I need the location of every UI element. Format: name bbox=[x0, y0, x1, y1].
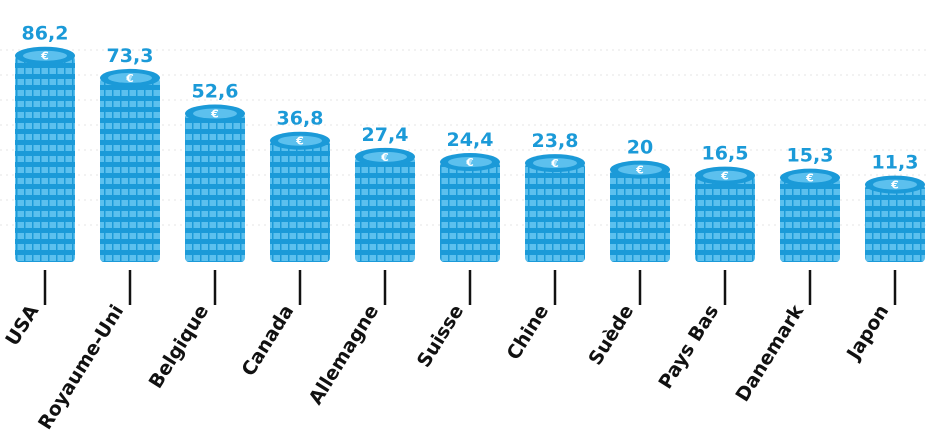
euro-sign: € bbox=[40, 50, 49, 63]
euro-sign: € bbox=[380, 151, 389, 164]
euro-sign: € bbox=[805, 172, 814, 185]
stack-body bbox=[15, 56, 75, 262]
x-tick-label: USA bbox=[1, 301, 43, 350]
stack-body bbox=[270, 141, 330, 262]
value-label: 24,4 bbox=[447, 129, 494, 151]
stack-body bbox=[610, 170, 670, 262]
euro-sign: € bbox=[125, 72, 134, 85]
euro-sign: € bbox=[890, 179, 899, 192]
stack-body bbox=[440, 162, 500, 262]
x-tick-label: Suisse bbox=[413, 301, 468, 371]
x-tick-label: Canada bbox=[237, 301, 298, 380]
x-tick-label: Pays Bas bbox=[654, 301, 723, 393]
coin-stack: € bbox=[610, 161, 670, 262]
chart: €86,2 USA €73,3 Royaume-Uni €52,6 Belgique €36… bbox=[0, 0, 929, 435]
x-tick-label: Danemark bbox=[731, 301, 808, 406]
value-label: 23,8 bbox=[532, 130, 579, 152]
coin-stack: € bbox=[100, 69, 160, 262]
value-label: 73,3 bbox=[107, 45, 154, 67]
coin-stack: € bbox=[15, 47, 75, 262]
value-label: 16,5 bbox=[702, 143, 749, 165]
coin-stack: € bbox=[185, 105, 245, 262]
value-label: 11,3 bbox=[872, 152, 919, 174]
value-label: 86,2 bbox=[22, 23, 69, 45]
value-label: 27,4 bbox=[362, 124, 409, 146]
coin-stack: € bbox=[270, 132, 330, 262]
stack-body bbox=[865, 185, 925, 262]
euro-sign: € bbox=[635, 164, 644, 177]
value-label: 36,8 bbox=[277, 108, 324, 130]
euro-sign: € bbox=[210, 108, 219, 121]
coin-stack: € bbox=[440, 153, 500, 262]
euro-sign: € bbox=[465, 156, 474, 169]
value-label: 20 bbox=[627, 137, 653, 159]
x-tick-label: Belgique bbox=[145, 301, 213, 392]
stack-body bbox=[780, 178, 840, 262]
euro-sign: € bbox=[550, 157, 559, 170]
stack-body bbox=[695, 176, 755, 262]
x-tick-label: Allemagne bbox=[305, 301, 384, 409]
stack-body bbox=[185, 114, 245, 262]
coin-stack: € bbox=[695, 167, 755, 262]
value-label: 52,6 bbox=[192, 81, 239, 103]
stack-body bbox=[355, 157, 415, 262]
coin-stack: € bbox=[525, 154, 585, 262]
coin-stack: € bbox=[780, 169, 840, 262]
x-tick-label: Chine bbox=[503, 301, 554, 364]
value-label: 15,3 bbox=[787, 145, 834, 167]
x-tick-label: Royaume-Uni bbox=[34, 301, 128, 433]
x-tick-label: Suède bbox=[584, 301, 638, 369]
stack-body bbox=[100, 78, 160, 262]
coin-stack: € bbox=[865, 176, 925, 262]
stack-body bbox=[525, 163, 585, 262]
euro-sign: € bbox=[720, 170, 729, 183]
coin-stack: € bbox=[355, 148, 415, 262]
x-tick-label: Japon bbox=[842, 301, 894, 365]
euro-sign: € bbox=[295, 135, 304, 148]
